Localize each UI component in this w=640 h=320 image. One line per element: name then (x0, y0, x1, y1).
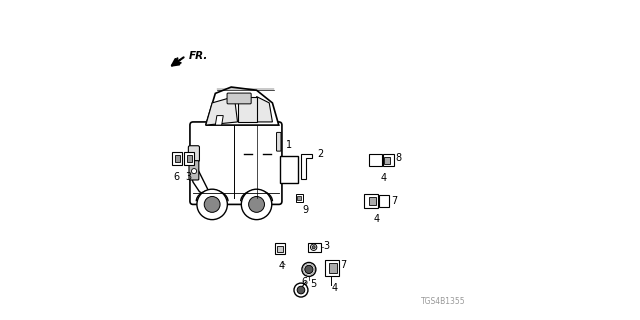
Text: 7: 7 (340, 260, 347, 270)
Circle shape (312, 246, 316, 249)
Text: TGS4B1355: TGS4B1355 (421, 297, 466, 306)
Polygon shape (206, 87, 279, 125)
Bar (369, 197, 376, 205)
Text: FR.: FR. (188, 51, 208, 61)
Bar (379, 195, 390, 207)
Circle shape (241, 189, 272, 220)
Circle shape (204, 196, 220, 212)
Text: 4: 4 (381, 173, 387, 183)
Bar (298, 196, 301, 200)
Text: 3: 3 (186, 172, 191, 182)
Bar (277, 246, 284, 252)
Text: 9: 9 (303, 205, 308, 215)
Circle shape (248, 196, 264, 212)
FancyBboxPatch shape (227, 93, 251, 104)
FancyBboxPatch shape (189, 161, 199, 180)
FancyBboxPatch shape (188, 146, 200, 162)
Text: 6: 6 (301, 277, 307, 287)
Polygon shape (237, 97, 257, 122)
Bar (184, 152, 195, 165)
Text: 7: 7 (391, 196, 397, 206)
Text: 4: 4 (332, 284, 337, 293)
Text: 8: 8 (396, 153, 402, 164)
Bar (329, 263, 337, 273)
Bar (175, 155, 180, 162)
Bar (364, 194, 378, 208)
Polygon shape (301, 154, 312, 179)
FancyBboxPatch shape (190, 122, 282, 204)
Bar (385, 157, 390, 164)
Bar (172, 152, 182, 165)
Bar (324, 260, 339, 276)
Bar (296, 194, 303, 202)
Circle shape (294, 283, 308, 297)
Circle shape (302, 262, 316, 276)
FancyBboxPatch shape (276, 132, 281, 151)
Polygon shape (206, 97, 237, 125)
Polygon shape (257, 97, 273, 122)
Bar (280, 156, 298, 183)
Text: 4: 4 (279, 261, 285, 271)
Bar (187, 155, 192, 162)
Text: 1: 1 (286, 140, 292, 150)
Text: 5: 5 (310, 279, 316, 289)
Circle shape (197, 189, 227, 220)
Bar (383, 154, 394, 166)
Circle shape (305, 265, 313, 274)
Bar (308, 243, 321, 252)
Circle shape (310, 244, 317, 251)
Text: 6: 6 (173, 172, 179, 182)
Circle shape (191, 169, 196, 174)
Polygon shape (215, 116, 223, 125)
Bar (275, 244, 285, 254)
Text: 3: 3 (323, 241, 330, 251)
Text: 2: 2 (317, 149, 323, 159)
Bar (369, 154, 382, 166)
Circle shape (297, 286, 305, 294)
Text: 4: 4 (374, 214, 380, 224)
